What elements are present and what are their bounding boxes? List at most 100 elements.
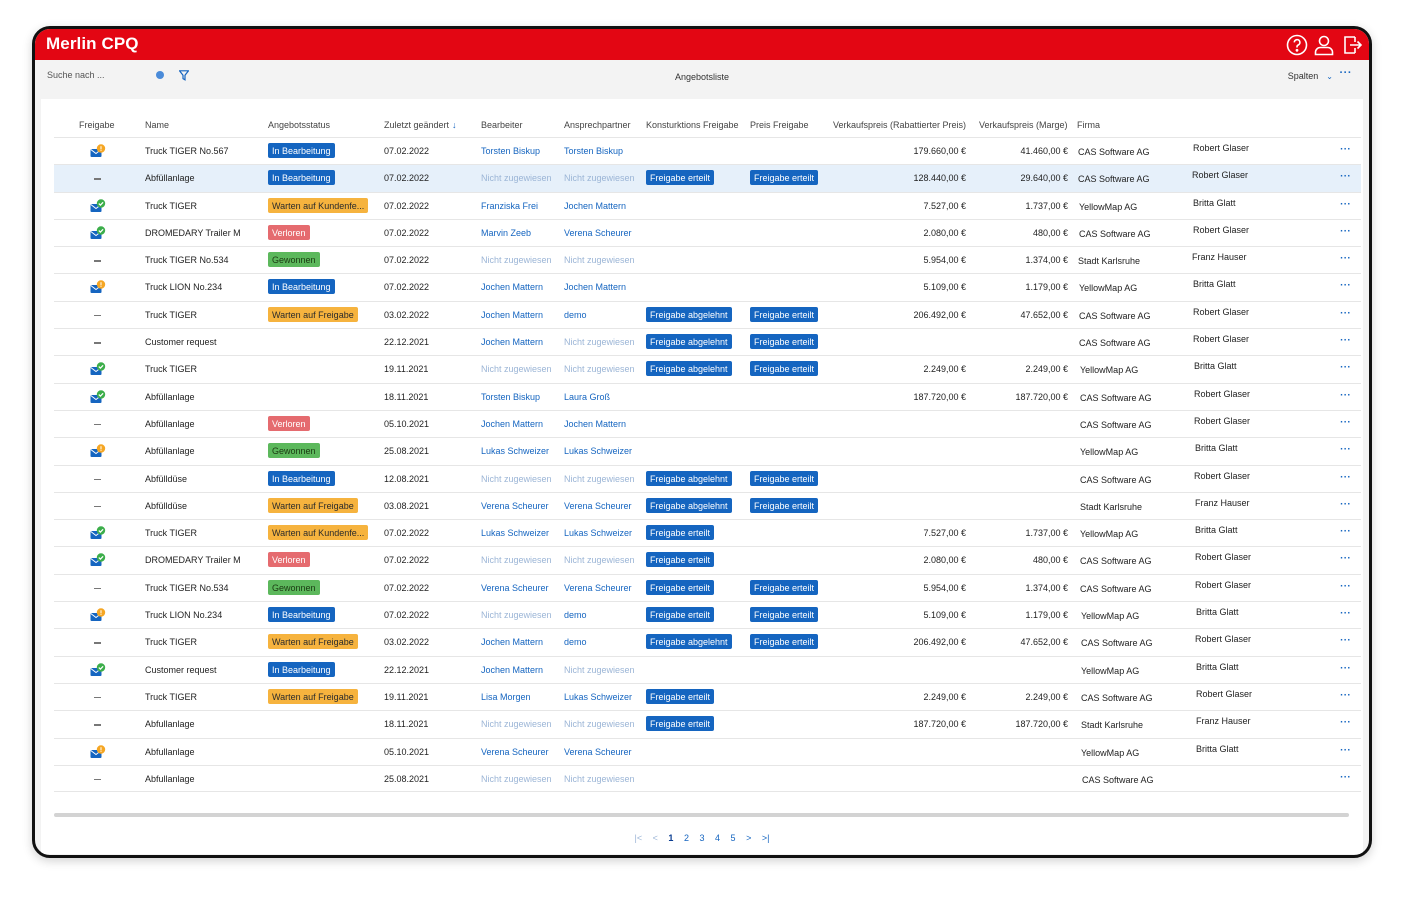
construction-approval-badge[interactable]: Freigabe abgelehnt (646, 634, 732, 650)
contact-link[interactable]: Nicht zugewiesen (564, 555, 635, 566)
table-row[interactable]: Truck TIGER 19.11.2021 Nicht zugewiesen Nic… (54, 355, 1361, 382)
table-row[interactable]: Abfüllanlage In Bearbeitung 07.02.2022 Nich… (54, 164, 1361, 192)
table-row[interactable]: Abfullanlage 25.08.2021 Nicht zugewiesen Ni… (54, 764, 1361, 793)
approved-mail-icon[interactable] (90, 362, 106, 377)
page-3-button[interactable]: 3 (699, 833, 705, 843)
contact-link[interactable]: Nicht zugewiesen (564, 719, 635, 730)
editor-link[interactable]: Jochen Mattern (481, 637, 544, 648)
row-more-button[interactable]: ··· (1340, 389, 1351, 401)
table-row[interactable]: Abfullanlage 18.11.2021 Nicht zugewiesen Ni… (54, 710, 1361, 737)
offer-name[interactable]: Truck TIGER No.567 (145, 146, 229, 156)
offer-name[interactable]: DROMEDARY Trailer M (145, 555, 241, 566)
row-more-button[interactable]: ··· (1340, 444, 1351, 456)
approved-mail-icon[interactable] (90, 553, 106, 568)
contact-link[interactable]: Nicht zugewiesen (564, 664, 635, 675)
table-row[interactable]: Abfülldüse Warten auf Freigabe 03.08.2021 V… (54, 491, 1361, 519)
logout-icon[interactable] (1340, 33, 1364, 57)
page-2-button[interactable]: 2 (683, 833, 689, 843)
contact-link[interactable]: Lukas Schweizer (564, 446, 633, 457)
table-row[interactable]: Truck TIGER Warten auf Kundenfe... 07.02.2… (54, 519, 1361, 546)
editor-link[interactable]: Lukas Schweizer (481, 446, 550, 457)
col-editor[interactable]: Bearbeiter (481, 120, 523, 130)
table-row[interactable]: DROMEDARY Trailer M Verloren 07.02.2022 Mar… (54, 218, 1361, 246)
offer-name[interactable]: Truck LION No.234 (145, 282, 223, 293)
page-4-button[interactable]: 4 (715, 833, 721, 843)
editor-link[interactable]: Jochen Mattern (481, 418, 544, 429)
col-changed[interactable]: Zuletzt geändert ↓ (384, 120, 457, 130)
pending-mail-icon[interactable] (90, 280, 106, 295)
contact-link[interactable]: Laura Groß (564, 391, 611, 402)
row-more-button[interactable]: ··· (1340, 608, 1351, 620)
table-row[interactable]: Truck TIGER No.534 Gewonnen 07.02.2022 Nich… (54, 246, 1361, 273)
prev-page-button[interactable]: < (652, 833, 658, 843)
col-firma[interactable]: Firma (1077, 120, 1100, 130)
offer-name[interactable]: Abfüllanlage (145, 391, 195, 402)
contact-link[interactable]: Nicht zugewiesen (564, 773, 635, 784)
editor-link[interactable]: Nicht zugewiesen (481, 255, 552, 266)
offer-name[interactable]: Truck TIGER (145, 528, 198, 539)
row-more-button[interactable]: ··· (1340, 225, 1351, 237)
row-more-button[interactable]: ··· (1340, 689, 1351, 701)
price-approval-badge[interactable]: Freigabe erteilt (750, 470, 819, 486)
table-row[interactable]: Truck TIGER Warten auf Freigabe 03.02.2022… (54, 628, 1361, 655)
contact-link[interactable]: Nicht zugewiesen (564, 255, 635, 266)
row-more-button[interactable]: ··· (1340, 498, 1351, 510)
first-page-button[interactable]: |< (634, 833, 643, 843)
row-more-button[interactable]: ··· (1340, 526, 1351, 538)
row-more-button[interactable]: ··· (1340, 771, 1351, 783)
offer-name[interactable]: Abfüllanlage (145, 446, 195, 457)
offer-name[interactable]: Abfullanlage (145, 719, 195, 730)
row-more-button[interactable]: ··· (1340, 471, 1351, 483)
offer-name[interactable]: Abfullanlage (145, 746, 195, 757)
construction-approval-badge[interactable]: Freigabe abgelehnt (646, 334, 732, 350)
table-row[interactable]: Abfullanlage 05.10.2021 Verena Scheurer Ver… (54, 737, 1361, 765)
editor-link[interactable]: Verena Scheurer (481, 582, 549, 593)
table-row[interactable]: Truck LION No.234 In Bearbeitung 07.02.202… (54, 273, 1361, 300)
editor-link[interactable]: Nicht zugewiesen (481, 555, 552, 566)
editor-link[interactable]: Nicht zugewiesen (481, 773, 552, 784)
page-5-button[interactable]: 5 (730, 833, 736, 843)
pending-mail-icon[interactable] (90, 444, 106, 459)
page-1-button[interactable]: 1 (668, 833, 674, 843)
approved-mail-icon[interactable] (90, 662, 106, 678)
construction-approval-badge[interactable]: Freigabe erteilt (646, 607, 715, 623)
editor-link[interactable]: Nicht zugewiesen (481, 610, 552, 621)
offer-name[interactable]: Abfüllanlage (145, 173, 195, 184)
offer-name[interactable]: Truck LION No.234 (145, 610, 223, 621)
pending-mail-icon[interactable] (90, 144, 106, 159)
construction-approval-badge[interactable]: Freigabe erteilt (646, 716, 715, 732)
approved-mail-icon[interactable] (90, 526, 106, 541)
col-marge[interactable]: Verkaufspreis (Marge) (979, 120, 1068, 130)
row-more-button[interactable]: ··· (1340, 662, 1351, 674)
search-input[interactable] (47, 70, 165, 80)
editor-link[interactable]: Torsten Biskup (481, 146, 541, 156)
contact-link[interactable]: Verena Scheurer (564, 582, 632, 593)
offer-name[interactable]: Customer request (145, 337, 217, 348)
price-approval-badge[interactable]: Freigabe erteilt (750, 306, 819, 322)
table-row[interactable]: Abfüllanlage 18.11.2021 Torsten Biskup Laur… (54, 382, 1361, 410)
contact-link[interactable]: Jochen Mattern (564, 282, 627, 293)
offer-name[interactable]: Truck TIGER (145, 691, 198, 702)
offer-name[interactable]: Truck TIGER (145, 637, 198, 648)
table-row[interactable]: Customer request In Bearbeitung 22.12.2021… (54, 655, 1361, 683)
price-approval-badge[interactable]: Freigabe erteilt (750, 361, 819, 377)
help-icon[interactable] (1285, 33, 1309, 57)
editor-link[interactable]: Jochen Mattern (481, 664, 544, 675)
offer-name[interactable]: Truck TIGER (145, 309, 198, 320)
construction-approval-badge[interactable]: Freigabe erteilt (646, 525, 715, 541)
contact-link[interactable]: Nicht zugewiesen (564, 473, 635, 484)
editor-link[interactable]: Lisa Morgen (481, 691, 531, 702)
contact-link[interactable]: Nicht zugewiesen (564, 337, 635, 348)
contact-link[interactable]: Nicht zugewiesen (564, 364, 635, 375)
horizontal-scrollbar[interactable] (54, 813, 1349, 817)
row-more-button[interactable]: ··· (1340, 253, 1351, 265)
contact-link[interactable]: Lukas Schweizer (564, 528, 633, 539)
price-approval-badge[interactable]: Freigabe erteilt (750, 579, 819, 595)
editor-link[interactable]: Jochen Mattern (481, 282, 544, 293)
contact-link[interactable]: Torsten Biskup (564, 146, 624, 156)
editor-link[interactable]: Franziska Frei (481, 200, 539, 211)
user-icon[interactable] (1312, 33, 1336, 57)
construction-approval-badge[interactable]: Freigabe abgelehnt (646, 306, 732, 322)
col-name[interactable]: Name (145, 120, 170, 130)
table-row[interactable]: Truck TIGER No.567 In Bearbeitung 07.02.20… (54, 137, 1361, 164)
